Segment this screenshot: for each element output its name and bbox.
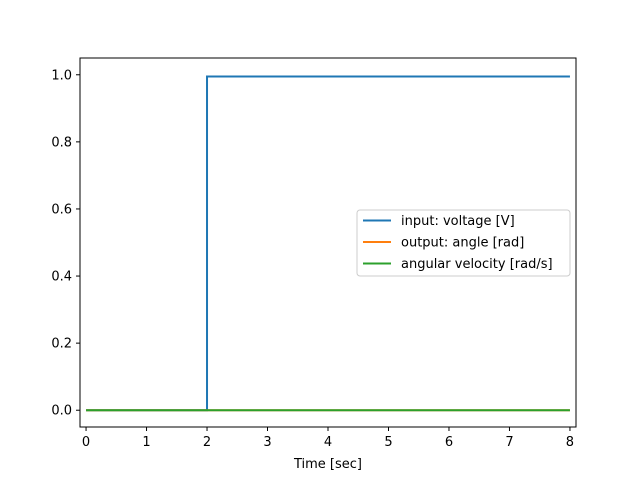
x-axis-label: Time [sec]	[293, 457, 362, 472]
y-tick-label: 0.4	[51, 270, 72, 285]
x-tick-label: 5	[384, 435, 392, 450]
legend-box	[356, 209, 571, 277]
x-tick-label: 4	[324, 435, 332, 450]
y-tick-label: 0.8	[51, 135, 72, 150]
y-tick-label: 0.6	[51, 202, 72, 217]
x-axis-ticks: 0 1 2 3 4 5 6 7 8	[82, 427, 574, 450]
x-tick-label: 7	[505, 435, 513, 450]
x-tick-label: 6	[445, 435, 453, 450]
legend-label: input: voltage [V]	[401, 214, 515, 229]
x-tick-label: 2	[203, 435, 211, 450]
y-axis-ticks: 0.0 0.2 0.4 0.6 0.8 1.0	[51, 68, 80, 419]
x-tick-label: 1	[142, 435, 150, 450]
series-layer	[86, 75, 570, 412]
x-tick-label: 0	[82, 435, 90, 450]
y-tick-label: 0.2	[51, 337, 72, 352]
legend-label: angular velocity [rad/s]	[401, 257, 553, 272]
y-tick-label: 0.0	[51, 404, 72, 419]
legend-label: output: angle [rad]	[401, 236, 524, 251]
y-tick-label: 1.0	[51, 68, 72, 83]
x-tick-label: 3	[263, 435, 271, 450]
legend: input: voltage [V] output: angle [rad] ang…	[356, 209, 571, 277]
x-tick-label: 8	[566, 435, 574, 450]
